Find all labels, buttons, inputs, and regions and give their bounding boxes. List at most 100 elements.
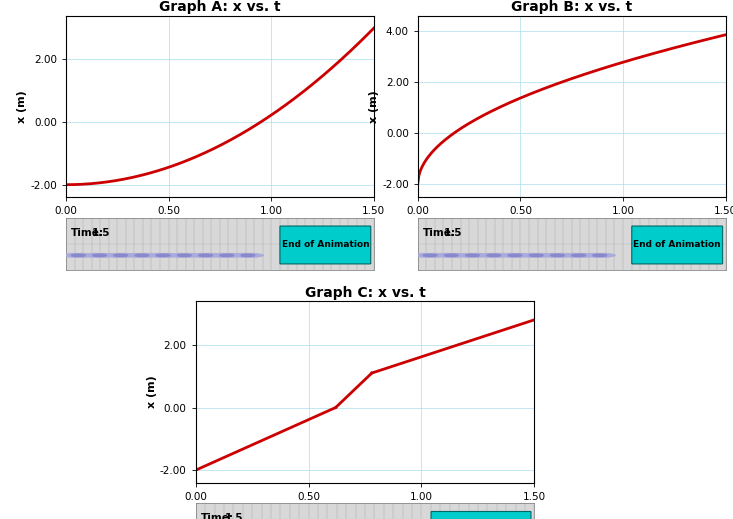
Circle shape (173, 255, 187, 257)
Circle shape (114, 254, 128, 256)
Circle shape (89, 253, 102, 256)
Y-axis label: x (m): x (m) (18, 90, 27, 123)
Y-axis label: x (m): x (m) (369, 90, 379, 123)
Circle shape (512, 253, 526, 256)
Circle shape (106, 254, 119, 256)
Circle shape (237, 253, 251, 256)
Circle shape (538, 254, 551, 256)
Circle shape (534, 253, 548, 256)
Circle shape (432, 254, 446, 256)
Circle shape (75, 255, 89, 257)
Circle shape (555, 253, 569, 256)
Circle shape (92, 254, 106, 256)
Circle shape (441, 255, 454, 257)
Circle shape (216, 253, 229, 256)
Circle shape (508, 254, 522, 256)
Circle shape (479, 254, 492, 256)
Circle shape (237, 255, 251, 257)
Circle shape (139, 255, 153, 257)
Circle shape (534, 255, 548, 257)
Circle shape (470, 255, 484, 257)
Circle shape (482, 253, 496, 256)
Circle shape (465, 254, 479, 256)
Circle shape (161, 253, 174, 256)
Circle shape (101, 254, 115, 256)
Circle shape (491, 253, 505, 256)
Circle shape (250, 254, 263, 256)
Circle shape (220, 254, 234, 256)
Circle shape (462, 253, 475, 256)
X-axis label: t (s): t (s) (207, 219, 233, 229)
FancyBboxPatch shape (280, 226, 371, 264)
Circle shape (415, 254, 428, 256)
Circle shape (453, 254, 467, 256)
Circle shape (177, 254, 191, 256)
Circle shape (130, 255, 144, 257)
Circle shape (581, 254, 594, 256)
Circle shape (487, 254, 501, 256)
Circle shape (427, 255, 441, 257)
Circle shape (593, 254, 607, 256)
Circle shape (555, 255, 569, 257)
Text: 1.5: 1.5 (224, 513, 243, 519)
Circle shape (597, 253, 611, 256)
Circle shape (567, 253, 581, 256)
Circle shape (441, 253, 454, 256)
Circle shape (500, 254, 513, 256)
Circle shape (576, 253, 589, 256)
Text: End of Animation: End of Animation (281, 240, 369, 250)
Text: Time:: Time: (201, 513, 234, 519)
Text: End of Animation: End of Animation (633, 240, 721, 250)
Circle shape (67, 255, 81, 257)
FancyBboxPatch shape (431, 512, 531, 519)
Text: Time:: Time: (422, 227, 455, 238)
Circle shape (224, 255, 237, 257)
Circle shape (542, 254, 556, 256)
Circle shape (589, 255, 603, 257)
Circle shape (424, 254, 437, 256)
Circle shape (118, 253, 132, 256)
Circle shape (144, 254, 158, 256)
Circle shape (211, 254, 225, 256)
Circle shape (474, 254, 488, 256)
Circle shape (444, 254, 458, 256)
Circle shape (525, 255, 539, 257)
Circle shape (470, 253, 484, 256)
Circle shape (139, 253, 153, 256)
Text: 1.5: 1.5 (444, 227, 463, 238)
Circle shape (156, 254, 170, 256)
Circle shape (110, 253, 123, 256)
Circle shape (550, 254, 564, 256)
Circle shape (97, 255, 111, 257)
Circle shape (63, 254, 76, 256)
Circle shape (152, 255, 166, 257)
Circle shape (118, 255, 132, 257)
Circle shape (207, 254, 221, 256)
Circle shape (224, 253, 237, 256)
Circle shape (520, 254, 534, 256)
Circle shape (67, 253, 81, 256)
Circle shape (190, 254, 204, 256)
Circle shape (427, 253, 441, 256)
Text: Time:: Time: (70, 227, 103, 238)
Circle shape (246, 253, 259, 256)
Circle shape (75, 253, 89, 256)
Circle shape (122, 254, 136, 256)
Circle shape (457, 254, 471, 256)
Circle shape (80, 254, 94, 256)
Circle shape (241, 254, 255, 256)
Circle shape (165, 254, 179, 256)
X-axis label: t (s): t (s) (352, 504, 378, 514)
Circle shape (203, 253, 217, 256)
Circle shape (517, 254, 531, 256)
Circle shape (232, 254, 246, 256)
Title: Graph C: x vs. t: Graph C: x vs. t (305, 286, 425, 300)
Circle shape (496, 254, 509, 256)
X-axis label: t (s): t (s) (559, 219, 585, 229)
Circle shape (589, 253, 603, 256)
Circle shape (161, 255, 174, 257)
Title: Graph A: x vs. t: Graph A: x vs. t (159, 1, 281, 15)
Circle shape (229, 254, 242, 256)
Circle shape (584, 254, 598, 256)
Circle shape (482, 255, 496, 257)
